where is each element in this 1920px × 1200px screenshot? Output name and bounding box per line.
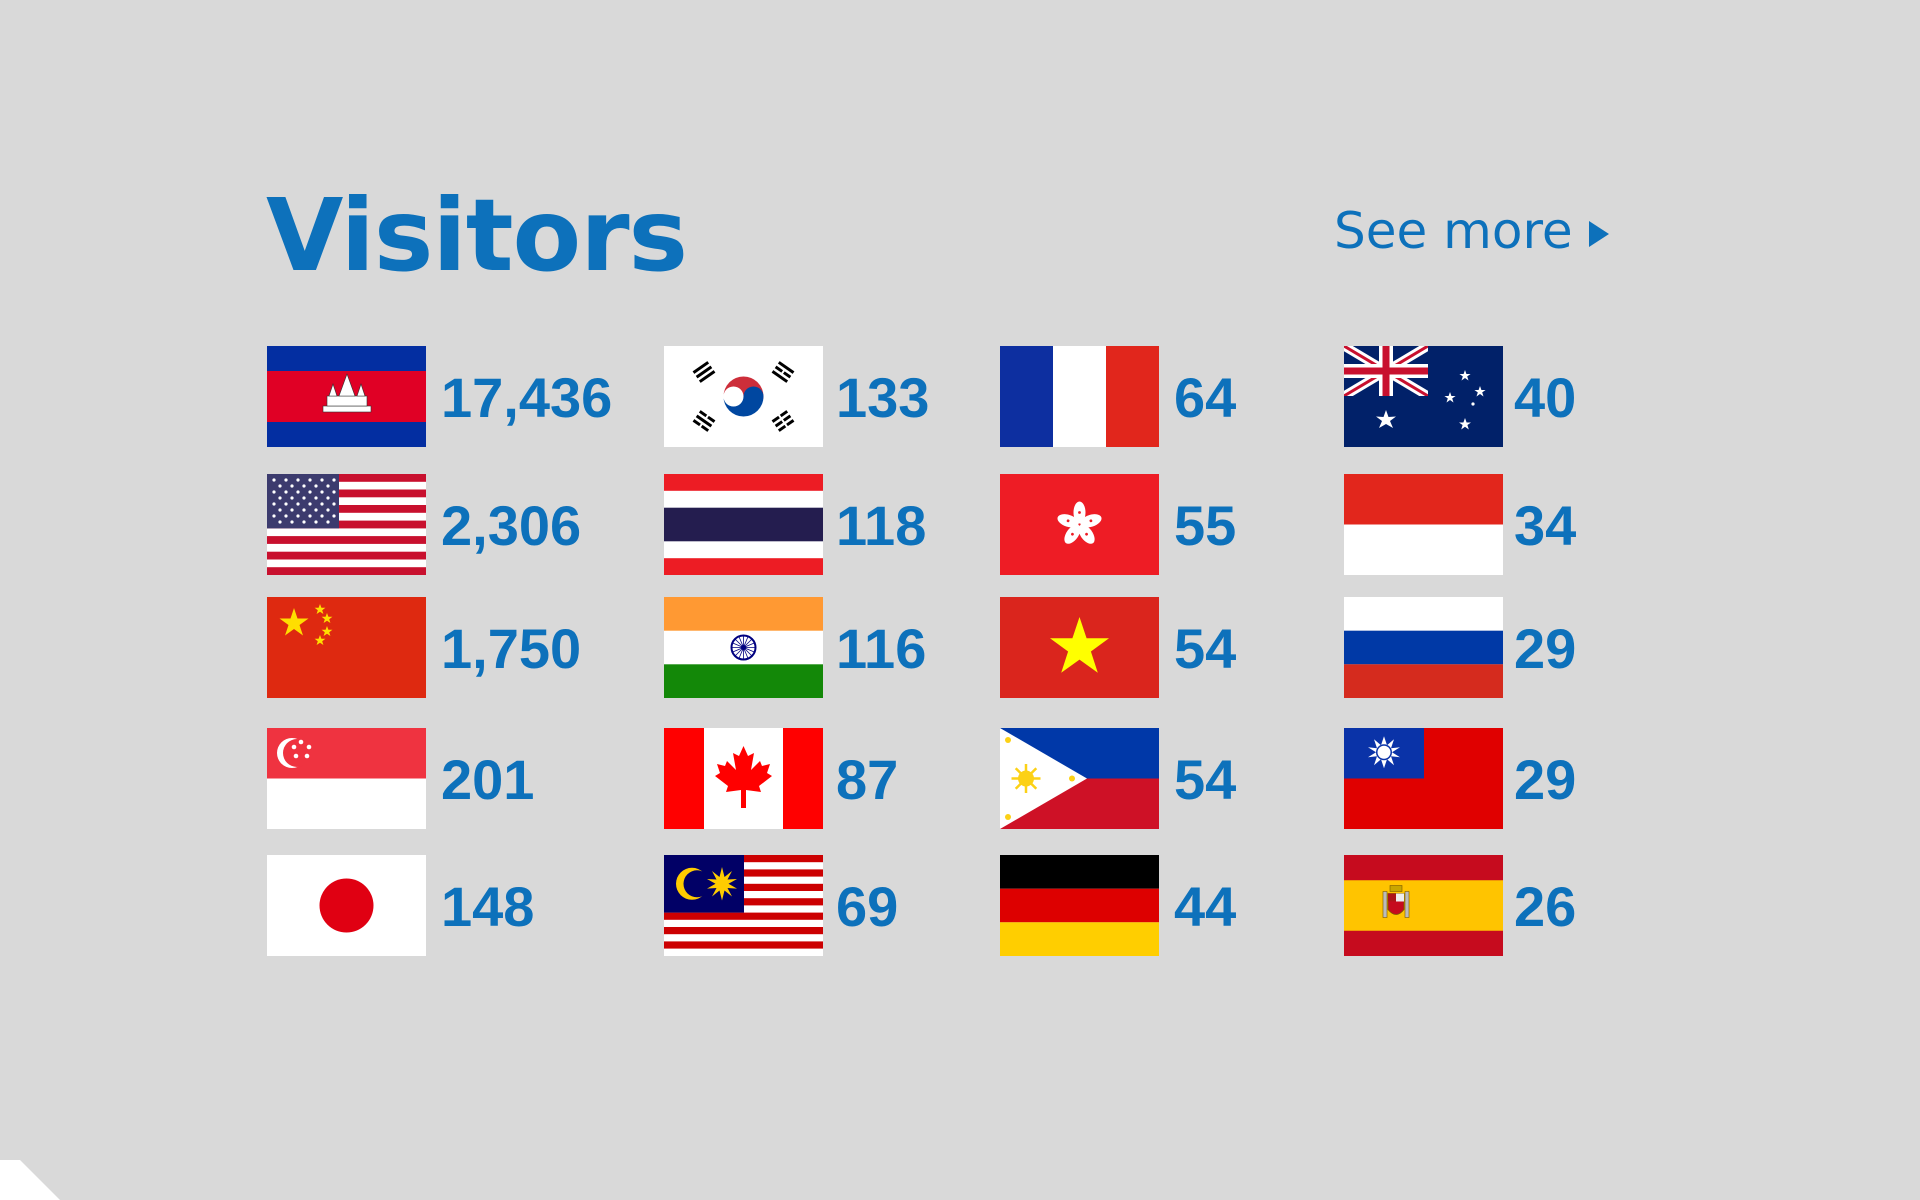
france-flag <box>1000 346 1159 447</box>
russia-flag <box>1344 597 1503 698</box>
visitor-count: 148 <box>441 875 535 938</box>
visitor-count: 40 <box>1514 366 1577 429</box>
germany-flag <box>1000 855 1159 956</box>
visitor-count: 34 <box>1514 494 1577 557</box>
see-more-label: See more <box>1334 202 1573 260</box>
japan-flag <box>267 855 426 956</box>
visitor-count: 17,436 <box>441 366 613 429</box>
visitor-count: 118 <box>836 494 927 557</box>
triangle-right-icon <box>1588 221 1609 247</box>
vietnam-flag <box>1000 597 1159 698</box>
hong-kong-flag <box>1000 474 1159 575</box>
malaysia-flag <box>664 855 823 956</box>
spain-flag <box>1344 855 1503 956</box>
thailand-flag <box>664 474 823 575</box>
south-korea-flag <box>664 346 823 447</box>
visitor-count: 54 <box>1174 617 1237 680</box>
visitor-count: 55 <box>1174 494 1237 557</box>
visitor-count: 29 <box>1514 617 1577 680</box>
australia-flag <box>1344 346 1503 447</box>
visitor-count: 69 <box>836 875 899 938</box>
visitor-count: 29 <box>1514 748 1577 811</box>
visitor-count: 201 <box>441 748 535 811</box>
visitor-count: 87 <box>836 748 899 811</box>
visitor-count: 26 <box>1514 875 1577 938</box>
visitor-count: 44 <box>1174 875 1237 938</box>
visitor-count: 64 <box>1174 366 1237 429</box>
visitor-count: 116 <box>836 617 927 680</box>
united-states-flag <box>267 474 426 575</box>
cambodia-flag <box>267 346 426 447</box>
india-flag <box>664 597 823 698</box>
canada-flag <box>664 728 823 829</box>
visitor-count: 1,750 <box>441 617 582 680</box>
visitor-count: 2,306 <box>441 494 582 557</box>
see-more-link[interactable]: See more <box>1334 206 1609 256</box>
china-flag <box>267 597 426 698</box>
visitor-count: 54 <box>1174 748 1237 811</box>
taiwan-flag <box>1344 728 1503 829</box>
visitor-count: 133 <box>836 366 930 429</box>
page-title: Visitors <box>266 177 688 294</box>
singapore-flag <box>267 728 426 829</box>
philippines-flag <box>1000 728 1159 829</box>
corner-decoration <box>0 1160 60 1200</box>
indonesia-flag <box>1344 474 1503 575</box>
